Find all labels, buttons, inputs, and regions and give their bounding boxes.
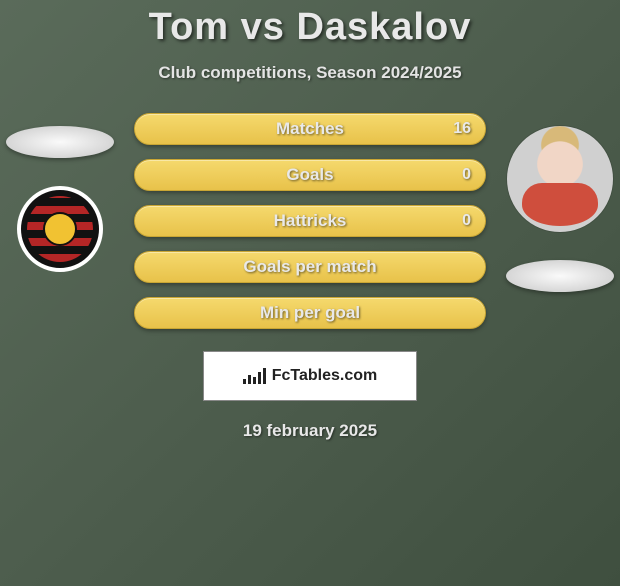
stat-row-goals: Goals 0 bbox=[134, 159, 486, 191]
stat-value-right: 0 bbox=[462, 166, 471, 184]
stats-list: Matches 16 Goals 0 Hattricks 0 Goals per… bbox=[134, 113, 486, 329]
stat-label: Matches bbox=[276, 119, 344, 139]
subtitle: Club competitions, Season 2024/2025 bbox=[0, 63, 620, 83]
site-logo-text: FcTables.com bbox=[272, 367, 378, 385]
stat-label: Goals per match bbox=[243, 257, 376, 277]
stat-row-goals-per-match: Goals per match bbox=[134, 251, 486, 283]
stat-row-min-per-goal: Min per goal bbox=[134, 297, 486, 329]
club-logo-left bbox=[17, 186, 103, 272]
stat-value-right: 16 bbox=[453, 120, 471, 138]
stat-label: Min per goal bbox=[260, 303, 360, 323]
stat-value-right: 0 bbox=[462, 212, 471, 230]
bars-icon bbox=[243, 368, 266, 384]
stat-row-matches: Matches 16 bbox=[134, 113, 486, 145]
right-column bbox=[506, 126, 614, 292]
page-title: Tom vs Daskalov bbox=[0, 6, 620, 49]
stat-row-hattricks: Hattricks 0 bbox=[134, 205, 486, 237]
site-logo: FcTables.com bbox=[203, 351, 417, 401]
club-logo-right-placeholder bbox=[506, 260, 614, 292]
player-right-photo bbox=[507, 126, 613, 232]
left-column bbox=[6, 126, 114, 272]
player-left-placeholder bbox=[6, 126, 114, 158]
stat-label: Hattricks bbox=[274, 211, 347, 231]
stat-label: Goals bbox=[286, 165, 333, 185]
date-text: 19 february 2025 bbox=[0, 421, 620, 441]
